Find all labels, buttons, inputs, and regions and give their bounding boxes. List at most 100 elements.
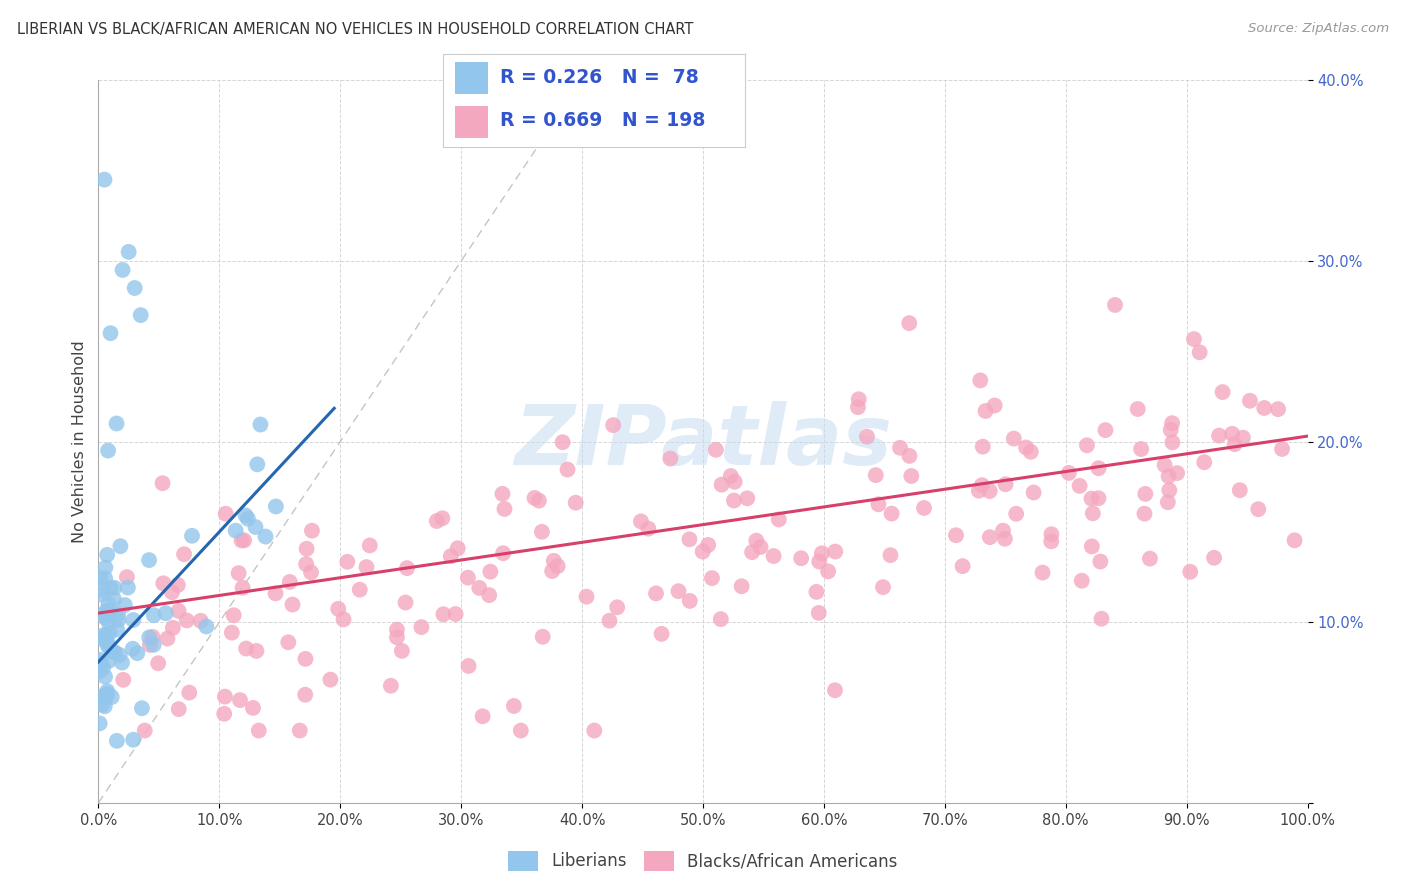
Point	[494, 502, 516, 516]
Point	[101, 645, 124, 659]
Point	[319, 673, 342, 687]
Point	[96, 548, 118, 562]
Point	[146, 657, 169, 671]
Point	[90, 588, 112, 602]
Point	[235, 641, 257, 656]
Point	[730, 579, 752, 593]
Point	[848, 392, 870, 407]
Point	[952, 559, 974, 574]
Point	[1220, 426, 1243, 441]
Point	[970, 478, 993, 492]
Point	[181, 529, 204, 543]
Point	[152, 576, 174, 591]
Point	[104, 645, 127, 659]
Point	[139, 638, 162, 652]
Point	[1090, 612, 1112, 626]
Point	[898, 316, 921, 330]
Point	[89, 571, 111, 585]
Point	[229, 693, 252, 707]
Point	[179, 685, 201, 699]
Point	[96, 684, 118, 698]
Point	[1182, 332, 1205, 346]
Point	[1040, 527, 1063, 541]
Point	[195, 619, 218, 633]
Point	[1005, 507, 1028, 521]
Point	[235, 508, 257, 523]
Point	[983, 399, 1005, 413]
Point	[1204, 550, 1226, 565]
Point	[1090, 555, 1112, 569]
Point	[231, 533, 253, 548]
Point	[745, 533, 768, 548]
Point	[478, 588, 501, 602]
Point	[152, 476, 174, 491]
Point	[824, 683, 846, 698]
Point	[945, 528, 967, 542]
Point	[457, 571, 479, 585]
Point	[264, 500, 287, 514]
Point	[138, 553, 160, 567]
Point	[889, 441, 911, 455]
Point	[254, 530, 277, 544]
Point	[606, 600, 628, 615]
Point	[503, 698, 526, 713]
Point	[90, 698, 112, 712]
Point	[301, 524, 323, 538]
Point	[1133, 507, 1156, 521]
Legend: Liberians, Blacks/African Americans: Liberians, Blacks/African Americans	[502, 844, 904, 878]
Point	[700, 571, 723, 585]
Point	[865, 468, 887, 483]
Point	[166, 578, 188, 592]
Point	[575, 590, 598, 604]
Point	[247, 723, 270, 738]
Point	[704, 442, 727, 457]
Point	[1040, 534, 1063, 549]
Point	[385, 630, 408, 644]
Point	[697, 538, 720, 552]
Point	[668, 584, 690, 599]
Point	[93, 699, 115, 714]
Point	[720, 469, 742, 483]
Point	[1232, 431, 1254, 445]
Point	[564, 496, 586, 510]
Point	[394, 595, 416, 609]
Point	[1070, 574, 1092, 588]
Point	[93, 689, 115, 703]
Point	[1002, 432, 1025, 446]
Point	[1157, 495, 1180, 509]
Text: R = 0.226   N =  78: R = 0.226 N = 78	[501, 68, 699, 87]
Point	[637, 522, 659, 536]
Point	[762, 549, 785, 563]
FancyBboxPatch shape	[456, 62, 488, 94]
Point	[1188, 345, 1211, 359]
Point	[790, 551, 813, 566]
Point	[527, 493, 550, 508]
Point	[98, 625, 121, 640]
Point	[447, 541, 470, 556]
Point	[100, 326, 122, 340]
Point	[523, 491, 546, 505]
Point	[112, 673, 135, 687]
Point	[824, 544, 846, 558]
Point	[94, 670, 117, 684]
Point	[541, 564, 564, 578]
Point	[994, 532, 1017, 546]
Point	[1019, 444, 1042, 458]
Point	[468, 581, 491, 595]
Point	[1253, 401, 1275, 415]
Point	[380, 679, 402, 693]
Point	[557, 462, 579, 476]
Point	[1212, 385, 1234, 400]
Point	[1180, 565, 1202, 579]
Point	[471, 709, 494, 723]
Point	[1161, 435, 1184, 450]
Point	[509, 723, 531, 738]
Point	[228, 566, 250, 581]
Point	[242, 701, 264, 715]
Text: LIBERIAN VS BLACK/AFRICAN AMERICAN NO VEHICLES IN HOUSEHOLD CORRELATION CHART: LIBERIAN VS BLACK/AFRICAN AMERICAN NO VE…	[17, 22, 693, 37]
Point	[105, 623, 128, 637]
Point	[659, 451, 682, 466]
Point	[444, 607, 467, 621]
Point	[105, 734, 128, 748]
Point	[1022, 485, 1045, 500]
